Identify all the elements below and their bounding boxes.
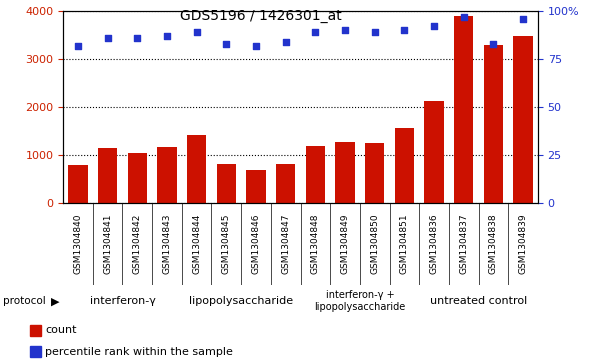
- Text: interferon-γ: interferon-γ: [90, 296, 156, 306]
- Point: [251, 42, 261, 48]
- Bar: [127, 153, 147, 203]
- Point: [222, 41, 231, 46]
- Text: GSM1304844: GSM1304844: [192, 214, 201, 274]
- Point: [459, 14, 469, 20]
- Text: GSM1304843: GSM1304843: [162, 214, 171, 274]
- Point: [281, 39, 290, 45]
- Text: GDS5196 / 1426301_at: GDS5196 / 1426301_at: [180, 9, 342, 23]
- Text: untreated control: untreated control: [430, 296, 527, 306]
- Bar: [424, 101, 444, 203]
- Bar: [187, 135, 206, 203]
- Point: [311, 29, 320, 35]
- Text: percentile rank within the sample: percentile rank within the sample: [45, 347, 233, 357]
- Point: [162, 33, 172, 39]
- Bar: [335, 142, 355, 203]
- Point: [429, 23, 439, 29]
- Text: GSM1304847: GSM1304847: [281, 214, 290, 274]
- Bar: [306, 146, 325, 203]
- Bar: [454, 16, 474, 203]
- Text: GSM1304848: GSM1304848: [311, 214, 320, 274]
- Point: [518, 16, 528, 21]
- Bar: [395, 128, 414, 203]
- Bar: [365, 143, 384, 203]
- Text: GSM1304842: GSM1304842: [133, 214, 142, 274]
- Text: ▶: ▶: [51, 296, 59, 306]
- Point: [132, 35, 142, 41]
- Bar: [98, 148, 117, 203]
- Text: GSM1304845: GSM1304845: [222, 214, 231, 274]
- Point: [370, 29, 379, 35]
- Text: GSM1304836: GSM1304836: [430, 214, 439, 274]
- Bar: [69, 165, 88, 203]
- Bar: [246, 170, 266, 203]
- Text: GSM1304837: GSM1304837: [459, 214, 468, 274]
- Bar: [157, 147, 177, 203]
- Bar: [217, 164, 236, 203]
- Point: [103, 35, 112, 41]
- Text: GSM1304849: GSM1304849: [341, 214, 350, 274]
- Bar: [513, 36, 532, 203]
- Text: GSM1304846: GSM1304846: [251, 214, 260, 274]
- Text: GSM1304851: GSM1304851: [400, 214, 409, 274]
- Text: GSM1304840: GSM1304840: [73, 214, 82, 274]
- Text: count: count: [45, 325, 76, 335]
- Text: GSM1304841: GSM1304841: [103, 214, 112, 274]
- Text: GSM1304850: GSM1304850: [370, 214, 379, 274]
- Point: [400, 27, 409, 33]
- Text: GSM1304839: GSM1304839: [519, 214, 528, 274]
- Point: [340, 27, 350, 33]
- Text: lipopolysaccharide: lipopolysaccharide: [189, 296, 293, 306]
- Point: [73, 42, 83, 48]
- Point: [192, 29, 201, 35]
- Bar: [276, 164, 295, 203]
- Text: protocol: protocol: [3, 296, 46, 306]
- Text: GSM1304838: GSM1304838: [489, 214, 498, 274]
- Point: [489, 41, 498, 46]
- Bar: [484, 45, 503, 203]
- Text: interferon-γ +
lipopolysaccharide: interferon-γ + lipopolysaccharide: [314, 290, 406, 312]
